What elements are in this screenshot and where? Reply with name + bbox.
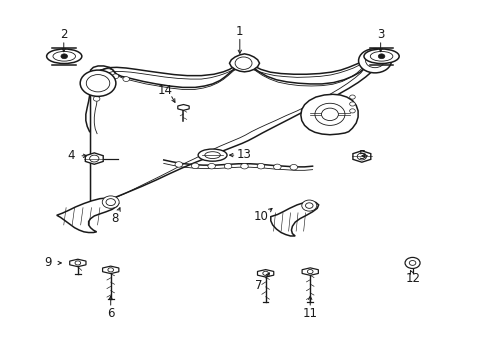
Circle shape: [262, 271, 268, 275]
Circle shape: [365, 54, 384, 68]
Text: 8: 8: [111, 212, 119, 225]
Text: 5: 5: [357, 149, 365, 162]
Text: 10: 10: [253, 210, 268, 223]
Circle shape: [289, 165, 297, 170]
Circle shape: [240, 163, 248, 169]
Text: 6: 6: [107, 307, 114, 320]
Circle shape: [301, 200, 316, 211]
Text: 12: 12: [405, 272, 420, 285]
Circle shape: [106, 199, 115, 206]
Polygon shape: [57, 198, 119, 233]
Ellipse shape: [46, 49, 81, 63]
Polygon shape: [302, 268, 318, 275]
Circle shape: [349, 109, 355, 113]
Circle shape: [358, 49, 390, 73]
Text: 7: 7: [254, 279, 262, 292]
Circle shape: [93, 96, 100, 101]
Circle shape: [314, 103, 344, 125]
Text: 4: 4: [67, 149, 74, 162]
Ellipse shape: [369, 51, 392, 61]
Circle shape: [404, 257, 419, 269]
Circle shape: [378, 54, 384, 59]
Circle shape: [408, 261, 415, 265]
Polygon shape: [85, 153, 103, 164]
Circle shape: [112, 74, 119, 79]
Ellipse shape: [204, 152, 220, 158]
Circle shape: [356, 153, 366, 160]
Circle shape: [75, 261, 81, 265]
Circle shape: [108, 268, 113, 272]
Polygon shape: [300, 94, 357, 135]
Circle shape: [122, 77, 129, 81]
Circle shape: [349, 95, 355, 99]
Text: 1: 1: [236, 25, 243, 38]
Circle shape: [102, 196, 119, 208]
Circle shape: [207, 163, 215, 169]
Circle shape: [80, 70, 116, 96]
Ellipse shape: [198, 149, 226, 161]
Circle shape: [89, 155, 99, 162]
Circle shape: [86, 75, 109, 92]
Polygon shape: [257, 270, 273, 277]
Circle shape: [349, 102, 355, 106]
Ellipse shape: [53, 51, 75, 61]
Text: 9: 9: [44, 256, 52, 269]
Ellipse shape: [363, 49, 398, 63]
Polygon shape: [78, 52, 379, 210]
Text: 3: 3: [376, 28, 384, 41]
Text: 11: 11: [302, 307, 317, 320]
Text: 2: 2: [60, 28, 67, 41]
Circle shape: [224, 163, 231, 169]
Circle shape: [61, 54, 67, 59]
Circle shape: [307, 270, 312, 274]
Polygon shape: [102, 266, 119, 274]
Circle shape: [273, 164, 281, 170]
Circle shape: [235, 57, 251, 69]
Polygon shape: [178, 104, 189, 110]
Circle shape: [98, 89, 104, 93]
Text: 14: 14: [157, 84, 172, 96]
Polygon shape: [352, 151, 370, 162]
Circle shape: [93, 81, 100, 86]
Circle shape: [175, 162, 182, 167]
Circle shape: [191, 163, 199, 168]
Circle shape: [321, 108, 338, 121]
Polygon shape: [70, 259, 86, 267]
Polygon shape: [229, 54, 259, 72]
Polygon shape: [270, 202, 318, 236]
Circle shape: [305, 203, 312, 208]
Circle shape: [257, 163, 264, 169]
Text: 13: 13: [237, 148, 251, 161]
